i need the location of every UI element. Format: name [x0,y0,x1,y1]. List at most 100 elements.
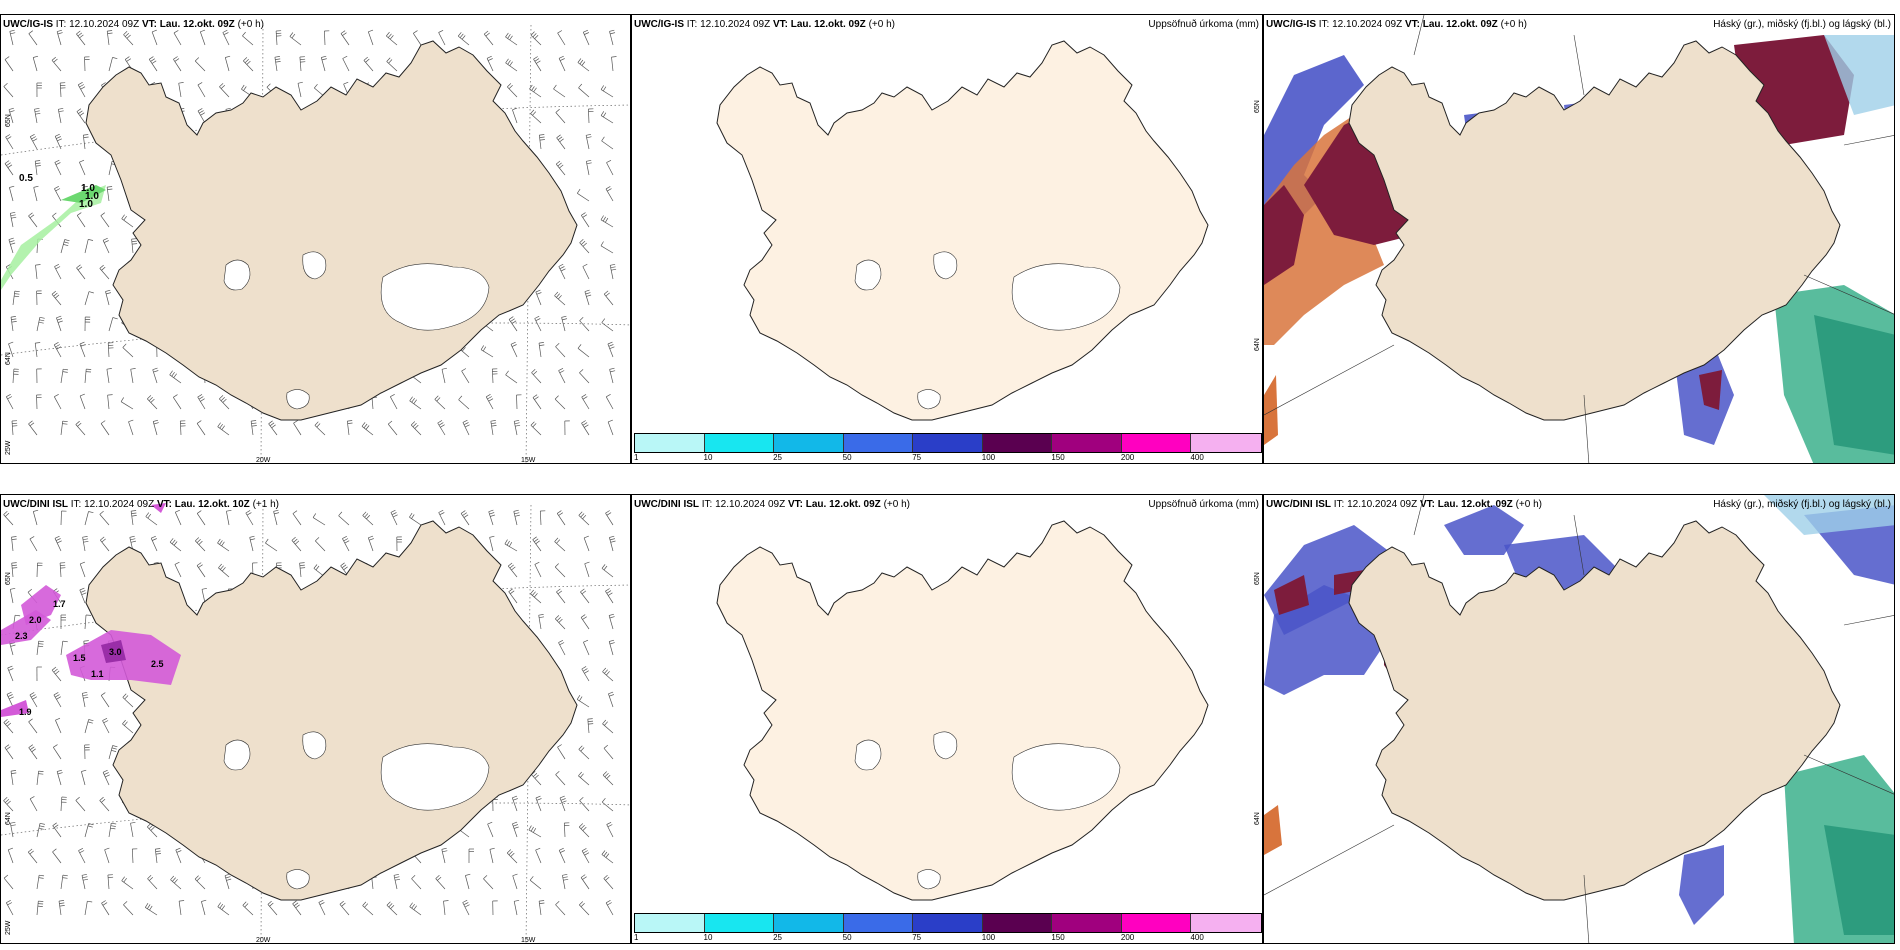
wind-barb-flag [413,30,418,34]
wind-barb-flag [15,614,21,617]
wind-barb [505,36,518,46]
wind-barb [3,722,14,734]
wind-barb [197,396,206,410]
wind-barb [196,565,206,578]
wind-barb-flag [553,84,557,90]
wind-barb-flag [465,873,471,876]
wind-barb-flag [533,56,538,60]
wind-barb-flag [343,566,348,571]
wind-barb [580,877,590,890]
wind-barb [53,344,62,358]
wind-barb-flag [411,903,415,909]
wind-barb [558,266,566,280]
model-name: UWC/DINI ISL [1266,499,1331,510]
wind-barb [84,511,89,526]
wind-barb-flag [538,614,544,616]
wind-barb [107,342,110,358]
model-name: UWC/IG-IS [1266,19,1316,30]
wind-barb [28,747,38,760]
wind-barb-flag [391,512,397,516]
wind-barb-flag [220,565,224,570]
wind-barb-flag [88,291,94,294]
wind-barb-flag [246,512,252,516]
wind-barb-flag [244,59,249,63]
wind-barb [10,771,14,786]
wind-barb [145,907,158,916]
wind-barb-flag [5,720,10,725]
wind-barb [57,109,62,124]
colorbar-label: 100 [981,933,996,942]
wind-barb [32,57,38,72]
wind-barb [78,850,86,864]
wind-barb [409,400,422,410]
wind-barb-flag [533,538,539,543]
wind-barb [275,30,278,46]
wind-barb-flag [102,902,108,906]
wind-barb [609,265,614,280]
wind-barb [291,540,302,552]
wind-barb-flag [580,614,586,618]
wind-map: 1.7 2.0 2.3 1.5 3.0 2.5 1.1 1.9 [1,503,630,943]
wind-barb-flag [411,875,416,879]
wind-barb [389,396,398,410]
wind-barb [483,878,494,890]
wind-barb-flag [120,397,124,402]
wind-barb-flag [512,873,518,877]
wind-barb-flag [489,535,495,538]
wind-barb-flag [299,562,305,564]
wind-barb-flag [221,567,226,572]
wind-barb-flag [365,58,370,63]
wind-barb-flag [414,424,419,429]
wind-barb [556,591,566,604]
wind-barb-flag [101,538,106,543]
wind-barb-flag [486,393,491,398]
wind-barb-flag [440,424,445,428]
wind-barb-flag [603,744,609,749]
wind-barb-flag [226,509,232,512]
wind-barb-flag [148,824,153,829]
wind-barb-flag [58,110,64,113]
wind-barb-flag [557,510,562,514]
wind-barb-flag [53,692,59,696]
wind-barb [100,215,110,228]
wind-barb-flag [199,110,204,114]
wind-barb-flag [173,394,178,398]
wind-barb-flag [534,396,539,400]
it-value: 12.10.2024 09Z [69,19,140,30]
wind-barb [36,317,41,332]
wind-barb-flag [528,825,532,831]
wind-barb-flag [606,512,612,516]
wind-barb [603,878,614,890]
wind-barb [75,800,86,812]
wind-barb-flag [147,513,152,519]
wind-barb-flag [535,847,541,851]
wind-barb-flag [197,108,203,112]
wind-barb-flag [81,769,87,772]
wind-barb-flag [483,30,489,35]
wind-barb-flag [558,55,564,59]
wind-barb-flag [27,588,33,593]
wind-barb-flag [582,242,587,247]
wind-barb-flag [609,694,615,697]
wind-barb-flag [266,83,271,88]
wind-barb-flag [601,318,606,323]
wind-barb [5,396,14,410]
wind-barb-flag [579,59,584,65]
panel-clouds-dini: UWC/DINI ISL IT: 12.10.2024 09Z VT: Lau.… [1263,494,1895,944]
wind-barb [507,565,518,578]
wind-barb-flag [601,136,605,142]
wind-barb-flag [607,341,613,345]
wind-barb-flag [507,60,511,65]
wind-barb [362,905,374,916]
wind-barb-flag [221,541,225,547]
wind-barb-flag [579,239,584,243]
wind-barb-flag [82,186,88,188]
wind-barb-flag [514,514,520,517]
wind-barb [485,396,494,410]
wind-barb-flag [226,878,232,881]
wind-barb-flag [534,315,540,319]
wind-barb-flag [6,162,11,166]
wind-barb-flag [387,33,392,38]
wind-barb-flag [55,188,61,192]
panel-title: Uppsöfnuð úrkoma (mm) [1148,499,1259,510]
